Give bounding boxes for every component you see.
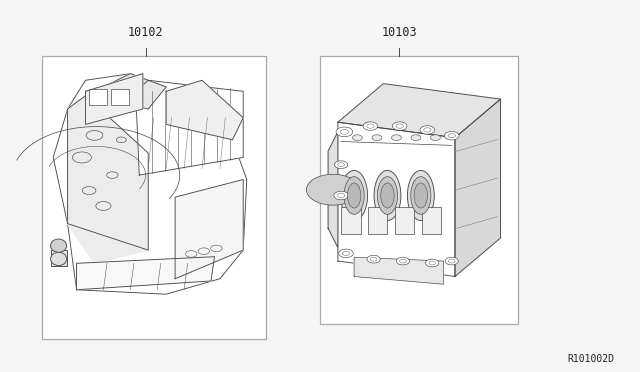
- Ellipse shape: [51, 239, 67, 252]
- Circle shape: [339, 249, 353, 257]
- Circle shape: [307, 174, 360, 205]
- Ellipse shape: [51, 252, 67, 266]
- Circle shape: [426, 259, 439, 267]
- Circle shape: [392, 135, 401, 141]
- Bar: [422, 207, 441, 234]
- Circle shape: [411, 135, 421, 141]
- Circle shape: [392, 122, 407, 130]
- Polygon shape: [455, 99, 500, 276]
- Bar: [42, 56, 266, 339]
- Ellipse shape: [348, 183, 361, 208]
- Polygon shape: [68, 96, 148, 250]
- FancyBboxPatch shape: [111, 89, 129, 105]
- Bar: [320, 56, 518, 324]
- Polygon shape: [86, 74, 166, 109]
- Polygon shape: [354, 257, 444, 284]
- Ellipse shape: [374, 170, 401, 221]
- Ellipse shape: [340, 170, 367, 221]
- Polygon shape: [166, 80, 243, 140]
- Text: 10103: 10103: [381, 26, 417, 39]
- Polygon shape: [136, 80, 243, 175]
- Ellipse shape: [411, 177, 431, 214]
- Circle shape: [334, 191, 348, 200]
- Circle shape: [431, 135, 440, 141]
- Ellipse shape: [381, 183, 394, 208]
- Circle shape: [335, 161, 348, 169]
- Polygon shape: [68, 96, 148, 263]
- Circle shape: [372, 135, 382, 141]
- Ellipse shape: [344, 177, 364, 214]
- Polygon shape: [53, 74, 247, 294]
- Ellipse shape: [378, 177, 397, 214]
- Bar: [395, 207, 414, 234]
- Circle shape: [363, 122, 378, 130]
- Circle shape: [367, 255, 380, 263]
- Circle shape: [396, 257, 410, 265]
- Bar: [51, 250, 67, 266]
- FancyBboxPatch shape: [89, 89, 107, 105]
- Polygon shape: [338, 84, 500, 138]
- Polygon shape: [175, 180, 243, 279]
- Circle shape: [353, 135, 362, 141]
- Bar: [341, 207, 360, 234]
- Polygon shape: [86, 74, 143, 124]
- Polygon shape: [328, 132, 338, 248]
- Circle shape: [445, 257, 458, 265]
- Polygon shape: [338, 122, 455, 276]
- Text: R101002D: R101002D: [568, 354, 614, 364]
- Bar: [368, 207, 387, 234]
- Ellipse shape: [414, 183, 428, 208]
- Ellipse shape: [408, 170, 435, 221]
- Circle shape: [444, 131, 459, 140]
- Text: 10102: 10102: [128, 26, 164, 39]
- Polygon shape: [77, 257, 214, 290]
- Circle shape: [420, 126, 435, 134]
- Circle shape: [336, 127, 353, 137]
